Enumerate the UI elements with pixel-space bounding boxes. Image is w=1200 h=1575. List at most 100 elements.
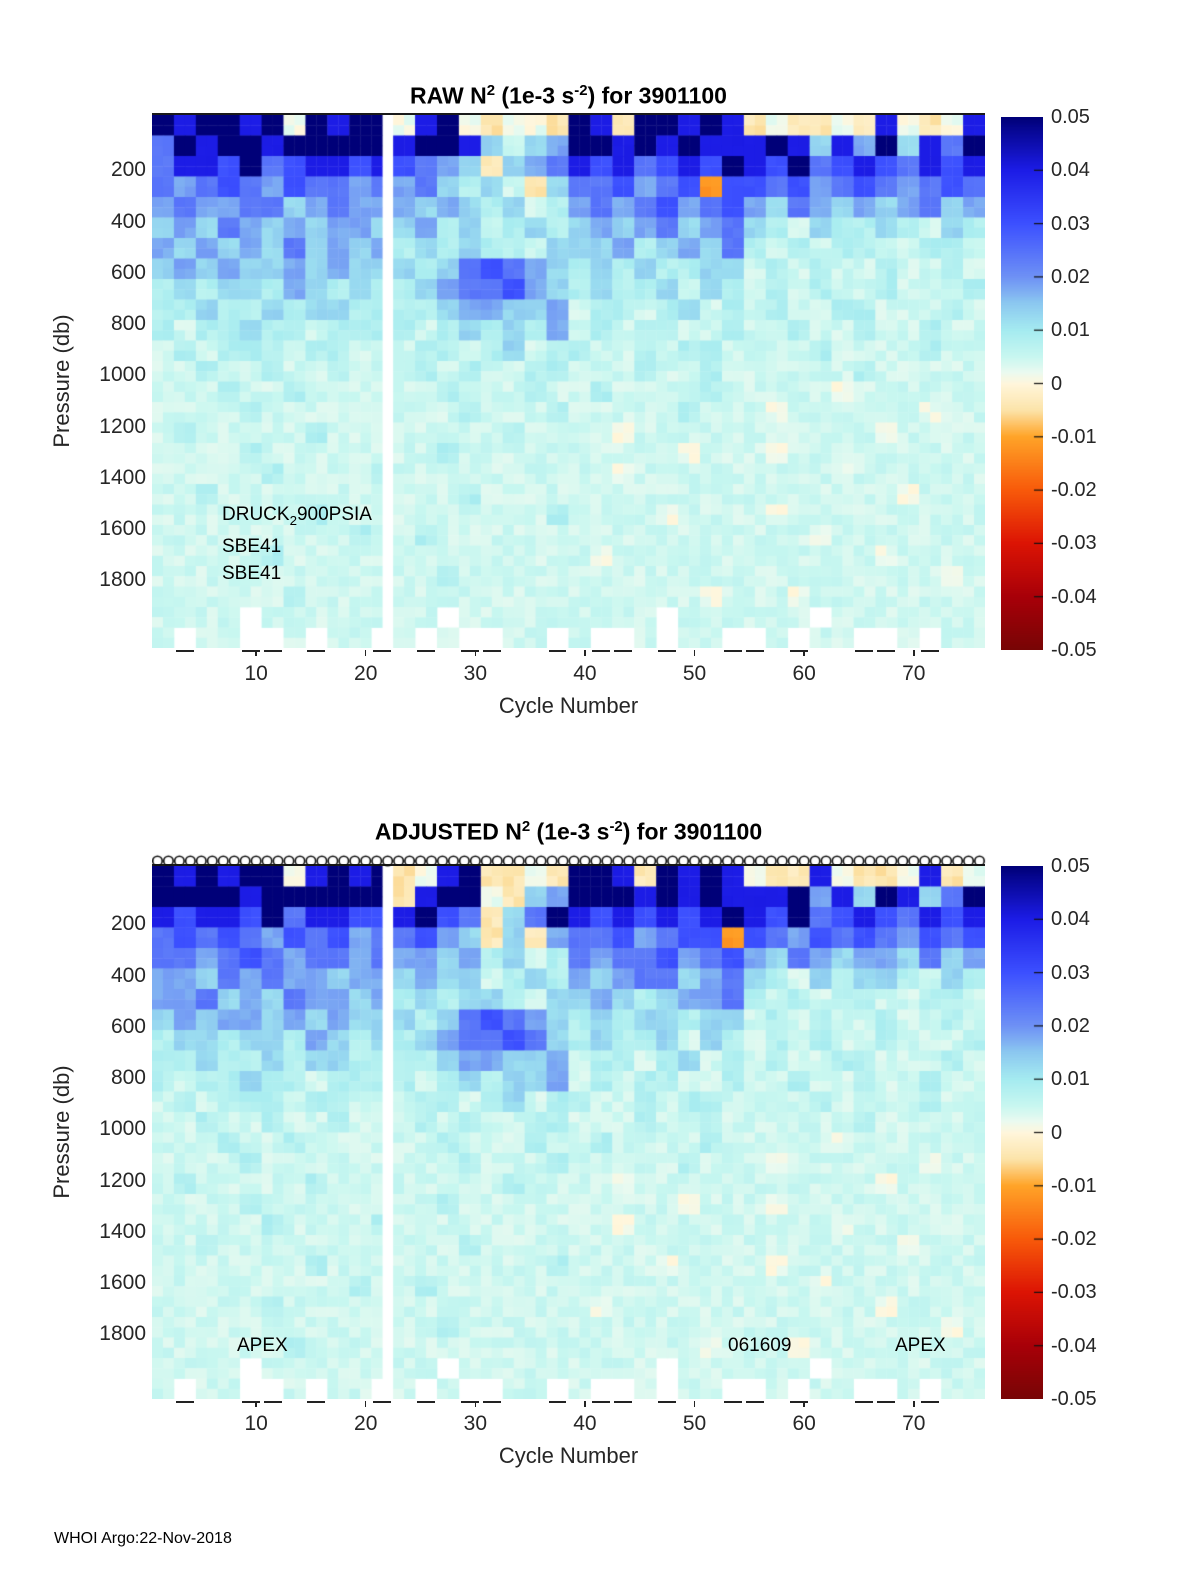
bottom-edge-dash — [175, 650, 194, 652]
bottom-edge-dash — [921, 650, 940, 652]
x-tick-label: 30 — [463, 1412, 487, 1435]
x-tick-label: 70 — [902, 662, 926, 685]
bottom-edge-dash — [417, 650, 435, 652]
raw-annotation-sbe41-1: SBE41 — [222, 536, 282, 557]
bottom-edge-dash — [658, 1401, 677, 1403]
x-axis-tick-mark — [693, 650, 696, 656]
y-tick-label: 200 — [110, 158, 146, 182]
colorbar-tick-label: -0.04 — [1051, 1334, 1097, 1357]
colorbar-tick-label: -0.05 — [1051, 639, 1097, 661]
raw-plot-title: RAW N2 (1e-3 s-2) for 3901100 — [152, 82, 985, 110]
x-axis-tick-mark — [584, 650, 586, 656]
bottom-edge-dash — [855, 1401, 874, 1403]
adj-title-sup: 2 — [521, 818, 531, 835]
bottom-edge-dash — [592, 650, 611, 652]
colorbar-tick-label: -0.03 — [1051, 532, 1097, 555]
bottom-edge-dash — [241, 1401, 260, 1403]
raw-heatmap-canvas — [152, 115, 985, 648]
bottom-edge-dash — [373, 1401, 392, 1403]
x-tick-label: 60 — [792, 1412, 816, 1435]
y-tick-label: 200 — [110, 912, 146, 936]
y-tick-label: 1400 — [99, 465, 146, 489]
y-tick-label: 1400 — [99, 1219, 146, 1243]
y-tick-label: 1800 — [99, 1322, 146, 1346]
y-tick-label: 600 — [110, 1014, 146, 1038]
raw-annotation-druck: DRUCK2900PSIA — [222, 504, 372, 528]
y-tick-label: 800 — [110, 312, 146, 335]
y-tick-label: 1200 — [99, 1168, 146, 1192]
y-tick-label: 600 — [110, 260, 146, 284]
druck-text: DRUCK — [222, 504, 290, 525]
x-axis-tick-mark — [255, 1401, 257, 1407]
bottom-edge-dash — [482, 650, 501, 652]
x-tick-label: 40 — [573, 662, 597, 685]
x-tick-label: 60 — [792, 662, 816, 685]
colorbar-tick-label: 0.05 — [1051, 855, 1090, 877]
x-tick-label: 40 — [573, 1412, 597, 1435]
colorbar-tick-label: -0.04 — [1051, 585, 1097, 608]
druck-text2: 900PSIA — [296, 504, 372, 525]
colorbar-tick-label: 0 — [1051, 372, 1063, 395]
bottom-edge-dash — [723, 1401, 742, 1403]
bottom-edge-dash — [877, 1401, 896, 1403]
bottom-edge-dash — [877, 650, 896, 652]
bottom-edge-dash — [614, 1401, 633, 1403]
bottom-edge-dash — [417, 1401, 435, 1403]
bottom-edge-dash — [307, 1401, 326, 1403]
raw-colorbar — [1001, 117, 1043, 650]
y-tick-label: 1600 — [99, 1271, 146, 1294]
colorbar-tick-label: -0.05 — [1051, 1388, 1097, 1410]
adj-title-text: ADJUSTED N — [374, 818, 522, 845]
x-axis-tick-mark — [584, 1401, 586, 1407]
x-axis-tick-mark — [913, 650, 915, 656]
bottom-edge-dash — [482, 1401, 501, 1403]
colorbar-tick-label: -0.01 — [1051, 1174, 1097, 1197]
x-tick-label: 20 — [354, 1412, 378, 1435]
bottom-edge-dash — [263, 1401, 282, 1403]
bottom-edge-dash — [548, 1401, 567, 1403]
x-axis-tick-mark — [364, 650, 367, 656]
raw-title-text2: (1e-3 s — [495, 82, 575, 109]
x-tick-label: 50 — [682, 1412, 707, 1435]
footer-credit: WHOI Argo:22-Nov-2018 — [54, 1530, 232, 1547]
colorbar-tick-label: 0.04 — [1051, 908, 1090, 931]
bottom-edge-dash — [460, 1401, 479, 1403]
colorbar-tick-label: 0.02 — [1051, 265, 1090, 288]
y-tick-label: 400 — [110, 963, 146, 987]
bottom-edge-dash — [745, 650, 764, 652]
raw-title-sup: 2 — [486, 82, 496, 99]
x-axis-tick-mark — [913, 1401, 915, 1407]
bottom-edge-dash — [921, 1401, 940, 1403]
y-tick-label: 1200 — [99, 414, 146, 438]
colorbar-tick-label: 0.05 — [1051, 106, 1090, 128]
raw-title-text3: ) for 3901100 — [587, 82, 727, 109]
adj-title-sup2: -2 — [609, 818, 623, 835]
y-tick-label: 1600 — [99, 517, 146, 540]
x-axis-tick-mark — [474, 1401, 477, 1407]
adjusted-plot-title: ADJUSTED N2 (1e-3 s-2) for 3901100 — [152, 818, 985, 846]
bottom-edge-dash — [263, 650, 282, 652]
y-tick-label: 800 — [110, 1066, 146, 1089]
y-tick-label: 1800 — [99, 568, 146, 592]
bottom-edge-dash — [789, 650, 808, 652]
bottom-edge-dash — [745, 1401, 764, 1403]
y-tick-label: 1000 — [99, 1117, 146, 1141]
y-tick-label: 400 — [110, 209, 146, 233]
x-tick-label: 70 — [902, 1412, 926, 1435]
colorbar-tick-label: 0 — [1051, 1121, 1063, 1144]
bottom-edge-dash — [614, 650, 633, 652]
bottom-edge-dash — [789, 1401, 808, 1403]
colorbar-tick-label: 0.03 — [1051, 212, 1090, 235]
bottom-edge-dash — [373, 650, 392, 652]
raw-title-sup2: -2 — [574, 82, 588, 99]
adjusted-x-axis-label: Cycle Number — [498, 1443, 639, 1468]
colorbar-tick-label: -0.01 — [1051, 425, 1097, 448]
adj-title-text3: ) for 3901100 — [622, 818, 763, 845]
x-axis-tick-mark — [693, 1401, 696, 1407]
x-axis-tick-mark — [474, 650, 477, 656]
x-tick-label: 10 — [244, 662, 268, 685]
bottom-edge-dash — [241, 650, 260, 652]
bottom-edge-dash — [723, 650, 742, 652]
x-tick-label: 20 — [354, 662, 378, 685]
